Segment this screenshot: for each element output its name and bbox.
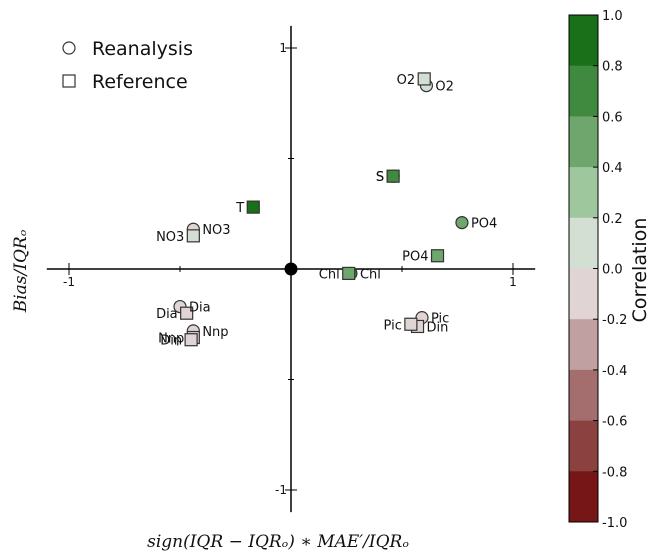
x-tick-label: -1 [63,275,75,289]
x-tick-label: 1 [509,275,517,289]
axis-ticks: -1 1 1 -1 [63,41,517,497]
reanalysis-label-dia: Dia [189,301,211,316]
reanalysis-label-pic: Pic [431,312,449,327]
y-tick-label: 1 [279,41,287,55]
reanalysis-label-o2: O2 [435,80,454,95]
colorbar-bin [569,167,598,219]
reanalysis-label-no3: NO3 [202,223,230,238]
colorbar-tick-label: 0.2 [602,212,623,227]
data-points [173,72,469,347]
reference-point-pic [404,317,418,331]
legend-circle-marker [62,41,76,55]
reference-label-no3: NO3 [156,230,184,245]
colorbar-bin [569,369,598,422]
colorbar-tick-label: -0.4 [602,364,627,379]
reference-point-s [386,169,400,183]
reference-label-dia: Dia [156,307,178,322]
reference-label-t: T [235,201,244,216]
colorbar-tick-label: 0.0 [602,263,623,278]
colorbar-tick-label: 0.4 [602,161,623,176]
reference-point-dia [180,306,194,320]
reference-label-din: Din [160,334,182,349]
legend-square-marker [62,74,76,88]
reference-point-no3 [186,229,200,243]
legend-label-reanalysis: Reanalysis [92,38,193,60]
y-tick-label: -1 [275,483,287,497]
colorbar-tick-label: -0.2 [602,313,627,328]
colorbar-title: Correlation [629,218,649,323]
colorbar-tick-label: -1.0 [602,516,627,531]
y-axis-title: Bias/IQRₒ [11,229,31,313]
colorbar-bin [569,217,598,269]
reference-point-o2 [417,72,431,86]
reference-label-chl: Chl [319,267,340,282]
reference-label-po4: PO4 [402,250,428,265]
reference-label-din: Din [427,320,449,335]
reference-point-chl [342,266,356,281]
colorbar-bin [569,319,598,371]
reference-label-pic: Pic [384,318,402,333]
reference-label-s: S [376,170,384,185]
colorbar-bin [569,65,598,117]
reanalysis-label-nnp: Nnp [202,325,228,340]
reanalysis-point-po4 [455,215,469,230]
colorbar-bin [569,116,598,168]
colorbar-bin [569,471,598,523]
x-axis-title: sign(IQR − IQRₒ) ∗ MAE′/IQRₒ [147,532,409,552]
reference-label-o2: O2 [397,73,416,88]
reference-label-nnp: Nnp [158,332,184,347]
reference-point-din [184,333,198,347]
reference-point-t [246,200,260,214]
legend: Reanalysis Reference [62,38,193,93]
legend-label-reference: Reference [92,71,188,93]
reanalysis-label-s: S [376,170,384,185]
colorbar-bin [569,15,598,67]
colorbar: 1.0 0.8 0.6 0.4 0.2 0.0 -0.2 -0.4 -0.6 -0.8 -1.0 [568,9,627,531]
colorbar-tick-label: -0.6 [602,415,627,430]
reference-point-po4 [430,249,445,263]
colorbar-tick-label: -0.8 [602,465,627,480]
reanalysis-label-po4: PO4 [471,217,497,232]
colorbar-bin [569,420,598,472]
reanalysis-label-chl: Chl [360,267,381,282]
colorbar-bin [569,268,598,320]
colorbar-tick-label: 1.0 [602,9,623,24]
point-labels: O2SPO4NO3ChlDiaPicNnpO2STPO4NO3ChlDiaDin… [156,73,497,349]
origin-marker [284,262,298,276]
colorbar-tick-label: 0.6 [602,110,623,125]
colorbar-tick-label: 0.8 [602,60,623,75]
